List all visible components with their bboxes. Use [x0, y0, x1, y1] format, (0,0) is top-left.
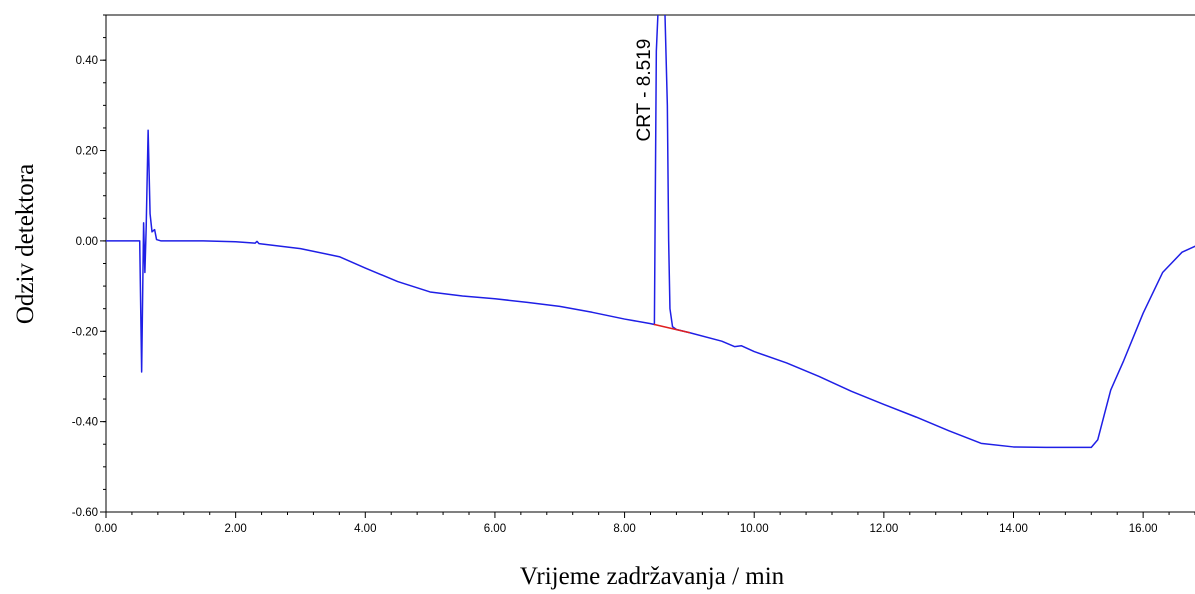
- x-tick-label: 10.00: [740, 523, 769, 535]
- signal-trace-line: [106, 15, 1195, 449]
- x-axis: 0.00 2.00 4.00 6.00 8.00 10.00 12.00 14.00 16.00: [95, 512, 1195, 535]
- x-tick-label: 8.00: [613, 523, 635, 535]
- y-tick-label: -0.60: [72, 507, 98, 519]
- y-tick-label: -0.20: [72, 326, 98, 338]
- x-tick-label: 6.00: [484, 523, 506, 535]
- y-tick-label: 0.00: [76, 236, 98, 248]
- x-tick-label: 4.00: [354, 523, 376, 535]
- x-axis-title: Vrijeme zadržavanja / min: [520, 563, 785, 590]
- peak-label: CRT - 8.519: [634, 39, 655, 142]
- series-layer: [106, 15, 1195, 449]
- annotation-layer: CRT - 8.519: [634, 39, 655, 142]
- x-tick-label: 12.00: [869, 523, 898, 535]
- x-tick-label: 2.00: [224, 523, 246, 535]
- y-tick-label: -0.40: [72, 417, 98, 429]
- y-tick-label: 0.40: [76, 55, 98, 67]
- y-axis-title: Odziv detektora: [12, 164, 39, 324]
- peak-baseline-line: [653, 323, 691, 334]
- x-tick-label: 16.00: [1129, 523, 1158, 535]
- y-tick-label: 0.20: [76, 146, 98, 158]
- y-axis: 0.40 0.20 0.00 -0.20 -0.40 -0.60: [72, 14, 106, 519]
- x-tick-label: 0.00: [95, 523, 117, 535]
- x-tick-label: 14.00: [999, 523, 1028, 535]
